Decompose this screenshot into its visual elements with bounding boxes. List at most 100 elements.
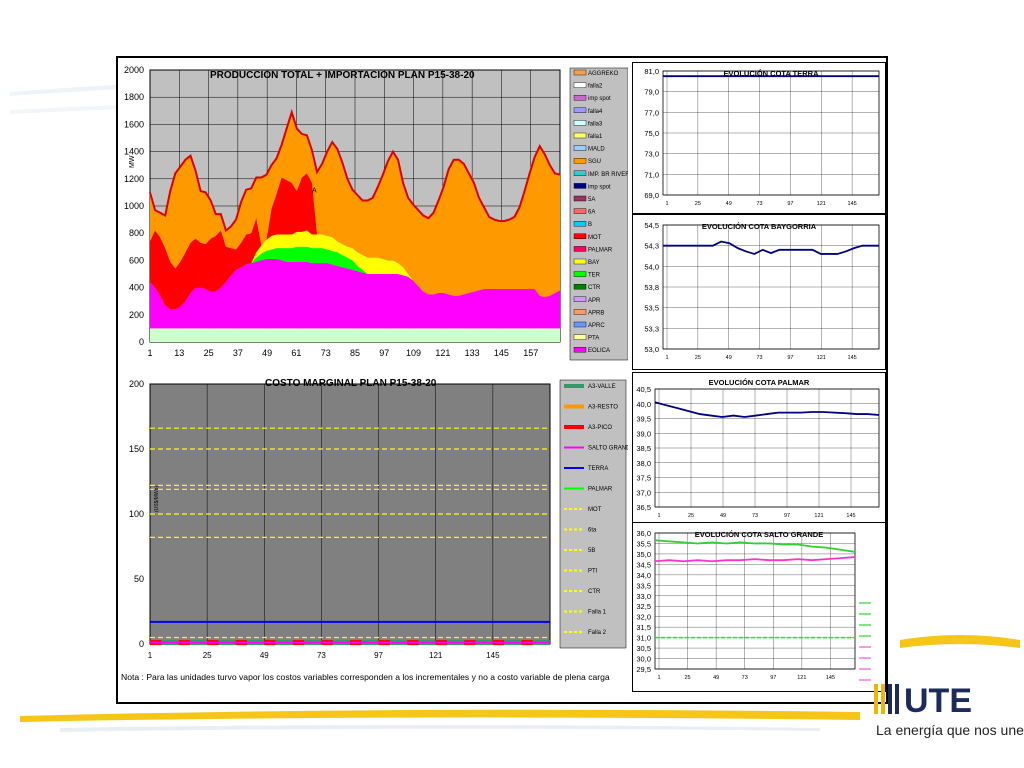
legend-entry: Falla 2 — [588, 630, 607, 636]
x-tick-label: 97 — [770, 675, 776, 681]
y-tick-label: 35,5 — [636, 539, 651, 548]
total-outline — [149, 108, 561, 233]
y-tick-label: 400 — [129, 283, 144, 293]
legend-entry: BAY — [588, 260, 600, 266]
x-tick-label: 97 — [374, 651, 383, 660]
legend-swatch — [573, 258, 587, 265]
baygorria-chart-svg: 1 25 49 73 97 121 145 53,0 53,3 53,5 53,8 54,0 54,3 5… — [644, 221, 880, 361]
x-tick-label: 25 — [695, 201, 701, 207]
chart-baygorria: 1 25 49 73 97 121 145 53,0 53,3 53,5 53,8 54,0 54,3 5… — [632, 214, 886, 370]
y-tick-label: 1200 — [124, 174, 144, 184]
chart-title: PRODUCCION TOTAL + IMPORTACION PLAN P15-… — [210, 70, 475, 81]
y-tick-label: 38,0 — [636, 459, 651, 468]
legend-entry: falla2 — [588, 84, 603, 90]
x-tick-label: 49 — [262, 348, 272, 358]
x-tick-label: 145 — [848, 201, 857, 207]
y-tick-label: 53,3 — [644, 324, 659, 333]
chart-title: EVOLUCIÓN COTA BAYGORRIA — [702, 222, 817, 231]
x-tick-label: 25 — [204, 348, 214, 358]
x-tick-label: 73 — [742, 675, 748, 681]
x-tick-label: 145 — [494, 348, 509, 358]
legend-swatch — [573, 69, 587, 76]
series-line — [654, 401, 880, 418]
y-tick-label: 40,5 — [636, 385, 651, 394]
x-tick-label: 1 — [665, 201, 668, 207]
legend-entry: MALD — [588, 147, 605, 153]
y-tick-label: 32,0 — [636, 613, 651, 622]
legend-swatch — [573, 233, 587, 240]
x-tick-label: 121 — [797, 675, 806, 681]
legend-entry: TER — [588, 273, 601, 279]
legend-swatch — [564, 384, 584, 388]
y-tick-label: 38,5 — [636, 444, 651, 453]
legend-swatch — [564, 404, 584, 409]
legend-entry: APRC — [588, 323, 605, 329]
x-tick-label: 133 — [465, 348, 480, 358]
area-series-eolica — [150, 259, 560, 329]
x-tick-label: 73 — [317, 651, 326, 660]
legend-entry: MOT — [588, 507, 602, 513]
y-tick-label: 1000 — [124, 201, 144, 211]
chart-costo: 1 25 49 73 97 121 145 0 50 100 150 200 COSTO MARGINA… — [118, 372, 628, 672]
x-tick-label: 73 — [757, 201, 763, 207]
y-tick-label: 54,3 — [644, 242, 659, 251]
legend-entry: AGGREKO — [588, 71, 619, 77]
y-tick-label: 100 — [129, 509, 144, 519]
y-tick-label: 1800 — [124, 92, 144, 102]
legend-entry: PALMAR — [588, 247, 613, 253]
x-tick-label: 1 — [665, 355, 668, 361]
y-tick-label: 800 — [129, 228, 144, 238]
x-tick-label: 73 — [321, 348, 331, 358]
y-tick-label: 150 — [129, 444, 144, 454]
y-tick-label: 33,5 — [636, 581, 651, 590]
legend-entry: 6ta — [588, 528, 597, 534]
y-tick-label: 36,5 — [636, 503, 651, 512]
x-tick-label: 121 — [429, 651, 443, 660]
terra-chart-svg: 1 25 49 73 97 121 145 69,0 71,0 73,0 75,0 77,0 79,0 8… — [644, 67, 880, 207]
y-tick-label: 0 — [139, 337, 144, 347]
legend-entry: falla4 — [588, 109, 603, 115]
chart-terra: 1 25 49 73 97 121 145 69,0 71,0 73,0 75,0 77,0 79,0 8… — [632, 62, 886, 214]
y-tick-label: 200 — [129, 379, 144, 389]
x-tick-label: 13 — [174, 348, 184, 358]
brand-name: UTE — [904, 682, 972, 720]
produccion-chart-svg: 1 13 25 37 49 61 73 85 97 109 121 133 145 157 0 200 400 6… — [124, 65, 628, 361]
x-tick-label: 1 — [657, 675, 660, 681]
y-tick-label: 71,0 — [644, 170, 659, 179]
x-tick-label: 1 — [147, 348, 152, 358]
legend-box — [559, 379, 627, 649]
costo-chart-svg: 1 25 49 73 97 121 145 0 50 100 150 200 COSTO MARGINA… — [129, 378, 628, 660]
x-tick-label: 73 — [752, 513, 758, 519]
legend-swatch — [573, 107, 587, 113]
legend-entry: CTR — [588, 285, 601, 291]
legend-swatch — [573, 246, 587, 252]
legend-swatch — [573, 95, 587, 101]
x-tick-label: 49 — [726, 355, 732, 361]
legend-swatch — [573, 195, 587, 202]
x-tick-label: 1 — [148, 651, 153, 660]
y-tick-label: 69,0 — [644, 191, 659, 200]
x-tick-label: 61 — [291, 348, 301, 358]
x-tick-label: 49 — [720, 513, 726, 519]
y-tick-label: 30,0 — [636, 655, 651, 664]
y-tick-label: 40,0 — [636, 400, 651, 409]
legend-swatch — [573, 220, 587, 227]
legend-entry: APRB — [588, 310, 604, 316]
area-series-sgu — [150, 112, 560, 298]
legend-entry: imp spot — [588, 96, 611, 102]
ute-logo-mark-icon — [874, 684, 899, 714]
chart-palmar: 1 25 49 73 97 121 145 36,5 37,0 37,5 38,0 38,5 39,0 3… — [632, 372, 886, 524]
annotation: A — [312, 187, 317, 194]
legend-swatch — [573, 271, 587, 277]
x-tick-label: 145 — [846, 513, 855, 519]
x-tick-label: 121 — [435, 348, 450, 358]
legend-entry: 5B — [588, 548, 595, 554]
x-tick-label: 49 — [260, 651, 269, 660]
legend-swatch — [573, 183, 587, 189]
y-axis-label: (US$/MWh) — [154, 486, 160, 512]
legend-swatch — [573, 347, 587, 353]
chart-title: COSTO MARGINAL PLAN P15-38-20 — [265, 378, 437, 389]
legend-entry: falla3 — [588, 121, 603, 127]
footnote: Nota : Para las unidades turvo vapor los… — [121, 672, 610, 682]
legend-entry: falla1 — [588, 134, 603, 140]
